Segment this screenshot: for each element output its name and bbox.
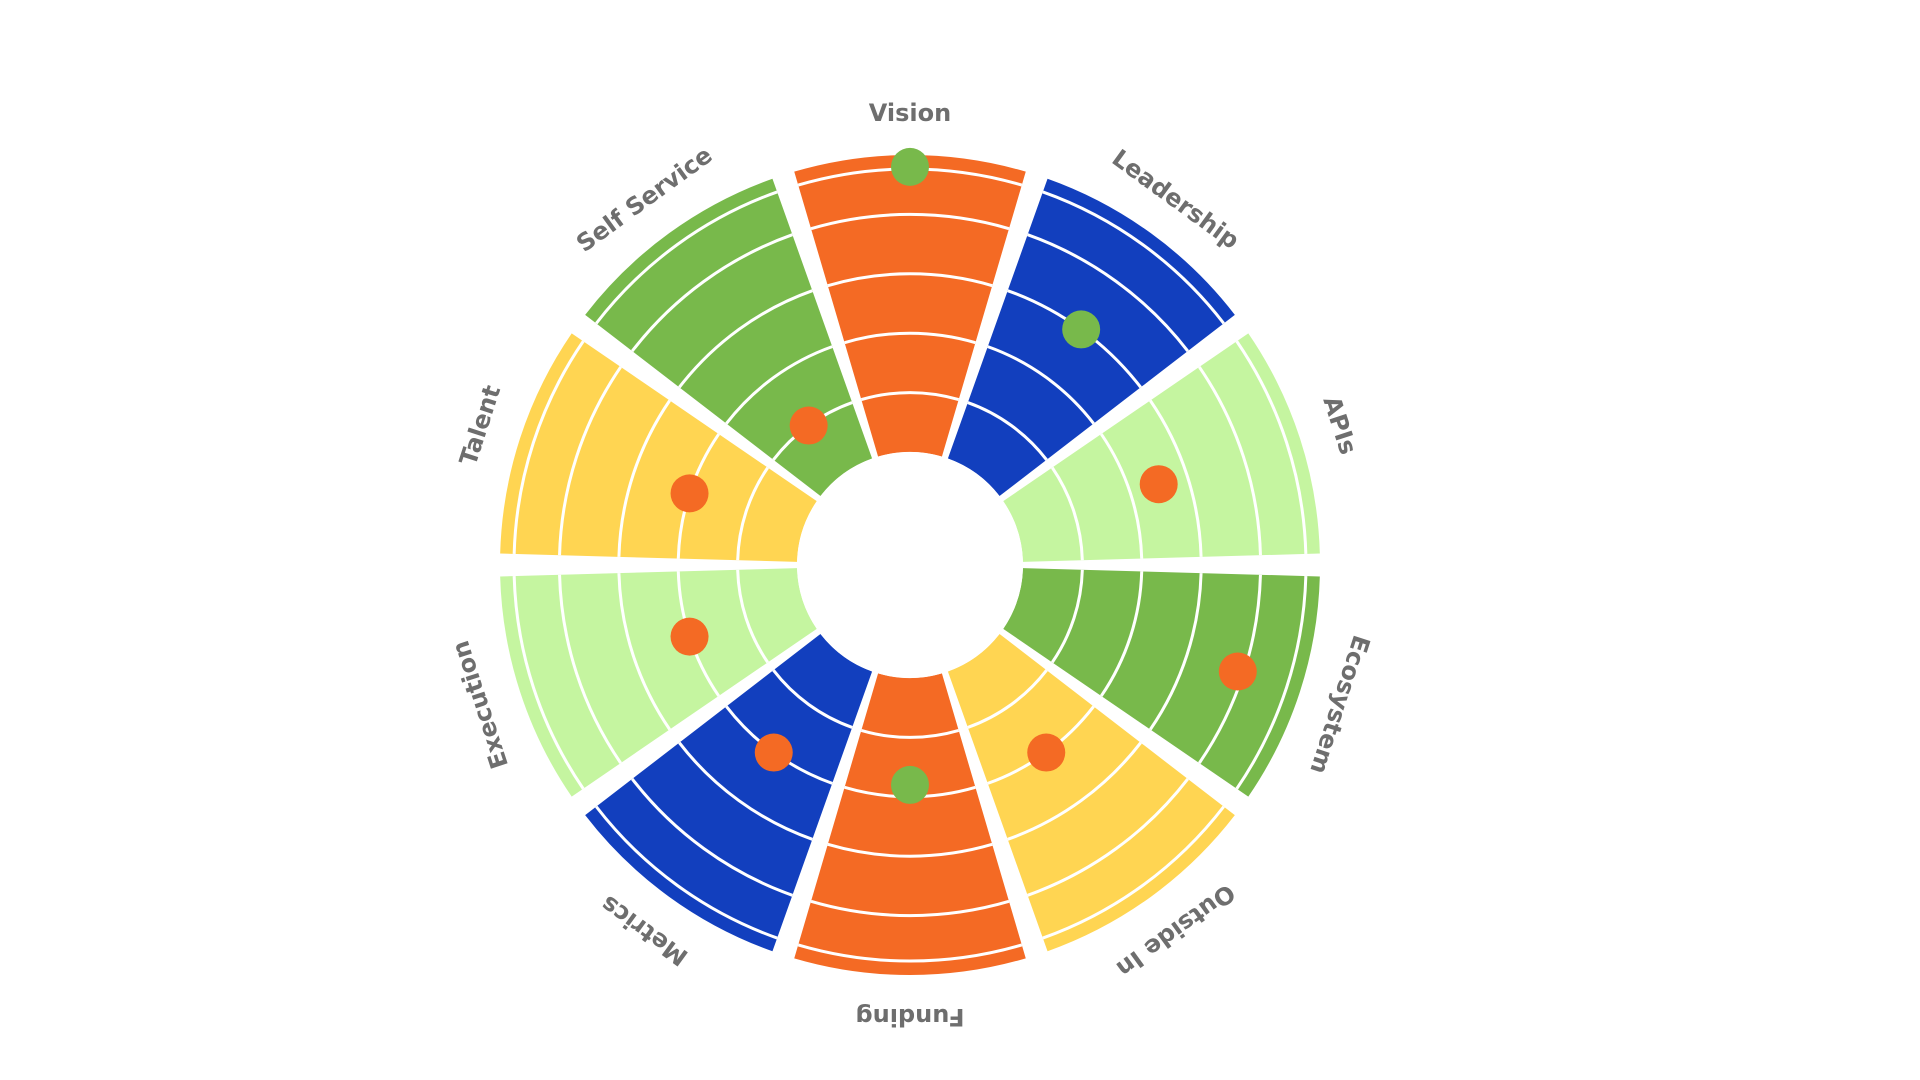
ring-line-vision-4 <box>810 212 1010 231</box>
ring-line-leadership-2 <box>987 345 1095 425</box>
ring-line-execution-4 <box>558 574 622 764</box>
label-ecosystem: Ecosystem <box>1304 632 1375 778</box>
marker-execution <box>670 617 709 656</box>
ring-line-metrics-3 <box>678 741 813 841</box>
marker-talent <box>670 474 709 513</box>
ring-line-outside-in-1 <box>967 669 1048 729</box>
ring-line-self-service-2 <box>725 345 833 425</box>
ring-line-outside-in-5 <box>1042 805 1225 940</box>
marker-metrics <box>754 733 793 772</box>
ring-line-leadership-1 <box>967 401 1048 461</box>
ring-line-funding-5 <box>797 943 1023 963</box>
label-funding: Funding <box>855 1003 964 1031</box>
ring-line-apis-2 <box>1100 433 1144 559</box>
ring-line-self-service-4 <box>631 233 793 352</box>
marker-self-service <box>789 406 828 445</box>
ring-line-outside-in-3 <box>1007 741 1142 841</box>
marker-ecosystem <box>1218 652 1257 691</box>
label-talent: Talent <box>454 382 506 469</box>
ring-line-talent-1 <box>736 466 769 561</box>
center-hole <box>797 452 1023 678</box>
ring-line-apis-4 <box>1198 366 1262 556</box>
ring-line-funding-4 <box>810 899 1010 918</box>
marker-outside-in <box>1027 733 1066 772</box>
ring-line-vision-1 <box>860 391 960 402</box>
ring-lines-layer <box>512 167 1308 963</box>
ring-line-ecosystem-3 <box>1149 573 1203 731</box>
ring-line-execution-1 <box>736 569 769 664</box>
ring-line-metrics-1 <box>772 669 853 729</box>
ring-line-funding-1 <box>860 728 960 739</box>
marker-vision <box>891 147 929 186</box>
ring-line-outside-in-4 <box>1027 778 1189 897</box>
segment-apis <box>1003 333 1320 562</box>
segment-funding <box>794 673 1026 975</box>
ring-line-self-service-5 <box>595 190 778 325</box>
segment-vision <box>794 155 1026 457</box>
ring-line-leadership-5 <box>1042 190 1225 325</box>
ring-line-talent-3 <box>617 399 671 557</box>
label-execution: Execution <box>446 637 514 772</box>
ring-line-execution-5 <box>512 576 585 790</box>
ring-line-talent-4 <box>558 366 622 556</box>
ring-line-self-service-3 <box>678 289 813 389</box>
ring-line-vision-2 <box>844 331 976 345</box>
ring-line-ecosystem-5 <box>1235 576 1308 790</box>
segment-ecosystem <box>1003 568 1320 797</box>
ring-line-talent-5 <box>512 340 585 554</box>
marker-apis <box>1139 465 1178 504</box>
label-apis: APIs <box>1317 393 1362 458</box>
ring-line-metrics-5 <box>595 805 778 940</box>
ring-line-apis-3 <box>1149 399 1203 557</box>
segment-talent <box>500 333 817 562</box>
label-vision: Vision <box>869 99 951 127</box>
ring-line-funding-3 <box>827 842 993 858</box>
ring-line-apis-1 <box>1051 466 1084 561</box>
marker-funding <box>891 765 929 804</box>
ring-line-vision-3 <box>827 272 993 288</box>
ring-line-ecosystem-1 <box>1051 569 1084 664</box>
marker-leadership <box>1062 310 1101 349</box>
markers-layer <box>670 147 1257 804</box>
ring-line-leadership-4 <box>1027 233 1189 352</box>
ring-line-metrics-4 <box>631 778 793 897</box>
ring-line-ecosystem-2 <box>1100 571 1144 697</box>
ring-line-execution-3 <box>617 573 671 731</box>
segment-execution <box>500 568 817 797</box>
ring-line-apis-5 <box>1235 340 1308 554</box>
